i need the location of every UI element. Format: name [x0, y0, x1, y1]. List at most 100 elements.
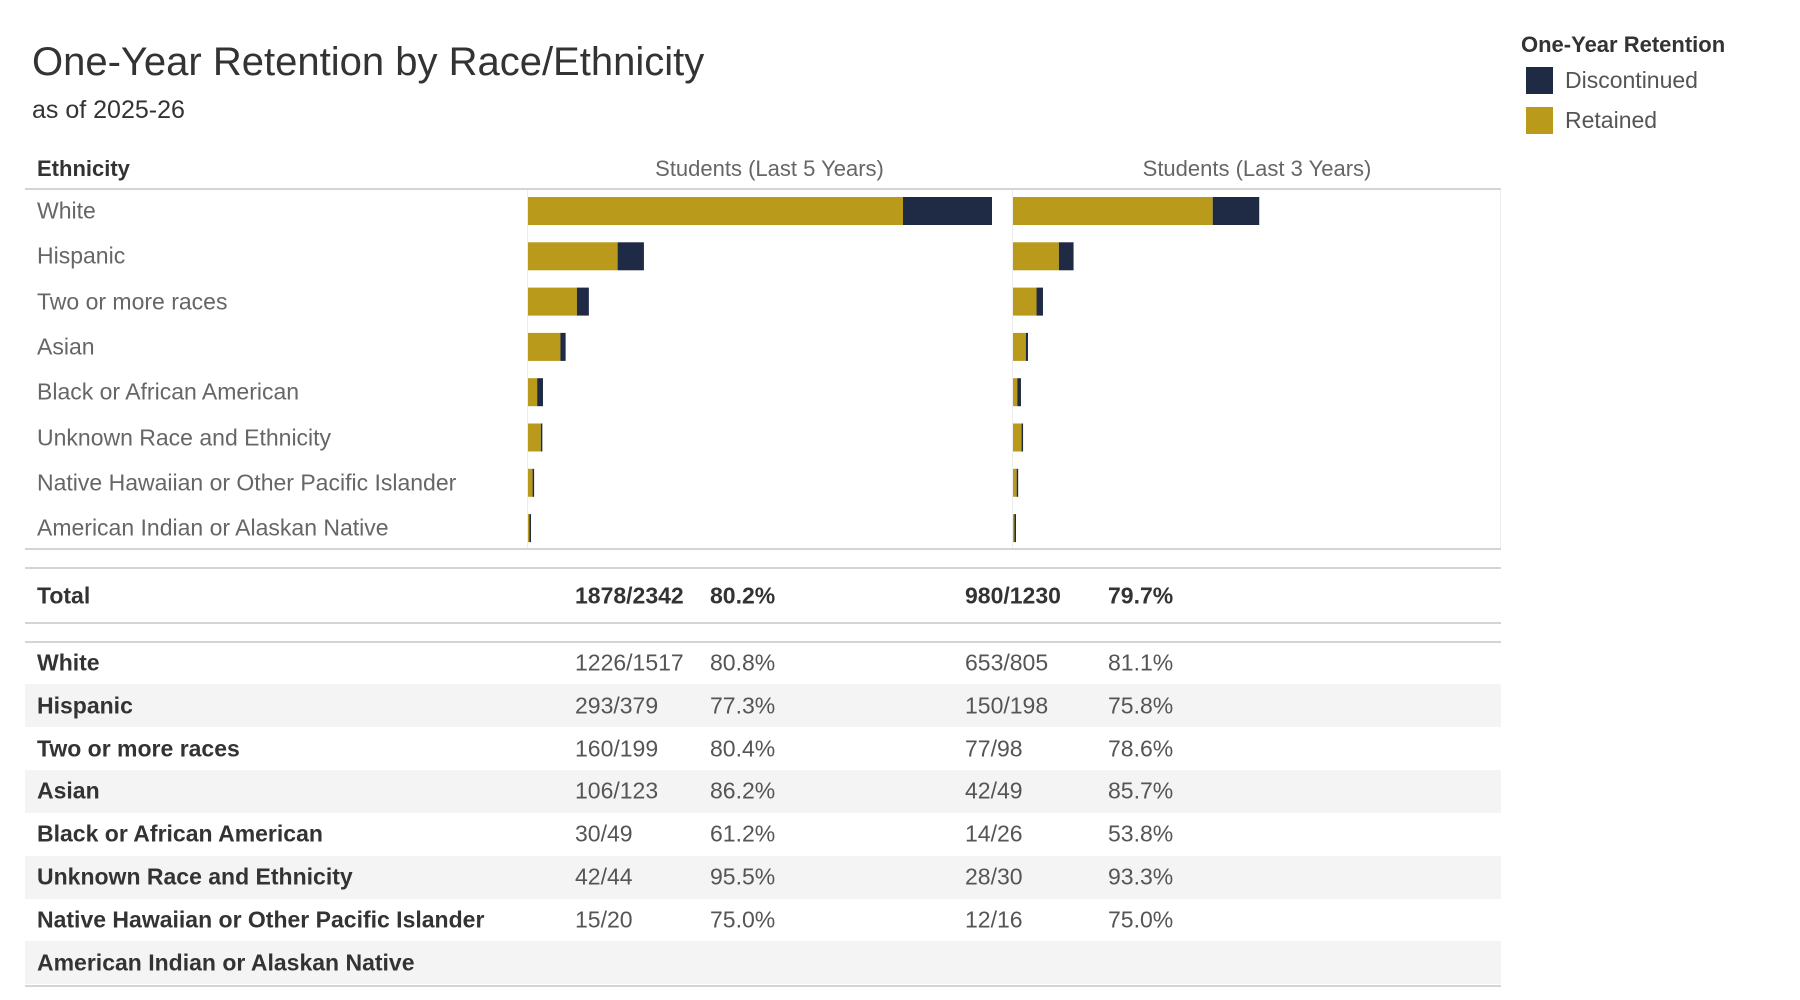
total-top-divider	[25, 567, 1501, 569]
page-subtitle: as of 2025-26	[32, 96, 185, 124]
frac-3yr: 14/26	[965, 820, 1023, 847]
frac-3yr: 42/49	[965, 777, 1023, 804]
bar-retained-5yr[interactable]	[528, 197, 903, 225]
ethnicity-header: Ethnicity	[37, 156, 130, 181]
pct-5yr: 61.2%	[710, 820, 776, 847]
bar-retained-5yr[interactable]	[528, 242, 618, 271]
frac-5yr: 30/49	[575, 820, 633, 847]
row-label: Native Hawaiian or Other Pacific Islande…	[37, 906, 485, 933]
bar-retained-3yr[interactable]	[1013, 423, 1022, 452]
bar-retained-5yr[interactable]	[528, 468, 533, 497]
page-title: One-Year Retention by Race/Ethnicity	[32, 40, 705, 84]
discontinued-swatch	[1526, 67, 1553, 94]
pct-5yr: 80.4%	[710, 735, 776, 762]
bar-retained-5yr[interactable]	[528, 423, 541, 452]
frac-5yr: 160/199	[575, 735, 659, 762]
category-label: American Indian or Alaskan Native	[37, 514, 389, 541]
row-background	[25, 684, 1501, 728]
bar-discontinued-3yr[interactable]	[1014, 514, 1017, 543]
bar-discontinued-3yr[interactable]	[1212, 197, 1260, 225]
row-label: Hispanic	[37, 692, 133, 719]
bar-discontinued-3yr[interactable]	[1058, 242, 1074, 271]
frac-3yr: 77/98	[965, 735, 1023, 762]
bar-discontinued-3yr[interactable]	[1017, 378, 1021, 407]
frac-3yr: 28/30	[965, 863, 1023, 890]
pct-3yr: 93.3%	[1108, 863, 1174, 890]
row-label: Asian	[37, 777, 100, 804]
pct-3yr: 78.6%	[1108, 735, 1174, 762]
pct-3yr: 75.0%	[1108, 906, 1174, 933]
bar-retained-3yr[interactable]	[1013, 468, 1017, 497]
bar-discontinued-5yr[interactable]	[537, 378, 543, 407]
panel-5yr-header: Students (Last 5 Years)	[655, 156, 884, 181]
category-label: Unknown Race and Ethnicity	[37, 424, 332, 450]
bar-retained-3yr[interactable]	[1013, 242, 1059, 271]
bar-discontinued-5yr[interactable]	[560, 332, 566, 361]
bar-retained-5yr[interactable]	[528, 287, 577, 316]
legend-title: One-Year Retention	[1521, 32, 1726, 57]
bar-retained-3yr[interactable]	[1013, 197, 1213, 225]
legend-item-retained[interactable]: Retained	[1526, 107, 1657, 134]
frac-3yr: 150/198	[965, 692, 1049, 719]
chart-bottom-divider	[25, 548, 1501, 550]
bar-discontinued-5yr[interactable]	[617, 242, 644, 271]
row-label: American Indian or Alaskan Native	[37, 949, 415, 976]
bar-retained-5yr[interactable]	[528, 514, 530, 543]
bar-discontinued-5yr[interactable]	[540, 423, 543, 452]
category-label: White	[37, 197, 96, 224]
panel-divider	[527, 190, 528, 549]
total-label: Total	[37, 582, 91, 609]
bar-discontinued-3yr[interactable]	[1016, 468, 1019, 497]
panel-divider	[1500, 190, 1501, 549]
category-label: Asian	[37, 333, 95, 360]
total-bottom-divider	[25, 622, 1501, 624]
header-divider	[25, 188, 1501, 190]
pct-5yr: 75.0%	[710, 906, 776, 933]
frac-5yr: 42/44	[575, 863, 633, 890]
row-background	[25, 941, 1501, 985]
total-frac-5yr: 1878/2342	[575, 582, 684, 609]
category-label: Two or more races	[37, 288, 228, 315]
pct-3yr: 85.7%	[1108, 777, 1174, 804]
frac-5yr: 106/123	[575, 777, 659, 804]
row-label: Black or African American	[37, 820, 323, 847]
legend-label: Retained	[1565, 107, 1658, 133]
frac-5yr: 293/379	[575, 692, 659, 719]
legend-item-discontinued[interactable]: Discontinued	[1526, 67, 1698, 94]
pct-3yr: 81.1%	[1108, 649, 1174, 676]
panel-3yr-header: Students (Last 3 Years)	[1142, 156, 1372, 181]
row-background	[25, 769, 1501, 813]
row-label: Two or more races	[37, 735, 240, 762]
bar-retained-3yr[interactable]	[1013, 332, 1026, 361]
total-pct-5yr: 80.2%	[710, 582, 776, 609]
category-label: Hispanic	[37, 242, 126, 269]
row-background	[25, 855, 1501, 899]
total-pct-3yr: 79.7%	[1108, 582, 1174, 609]
legend-label: Discontinued	[1565, 67, 1698, 93]
total-frac-3yr: 980/1230	[965, 582, 1061, 609]
bar-retained-3yr[interactable]	[1013, 287, 1037, 316]
bar-discontinued-3yr[interactable]	[1021, 423, 1024, 452]
bar-discontinued-5yr[interactable]	[902, 197, 992, 225]
bar-retained-3yr[interactable]	[1013, 378, 1018, 407]
pct-5yr: 86.2%	[710, 777, 776, 804]
bar-discontinued-5yr[interactable]	[529, 514, 532, 543]
bar-discontinued-5yr[interactable]	[576, 287, 589, 316]
retained-swatch	[1526, 107, 1553, 134]
bar-discontinued-5yr[interactable]	[532, 468, 535, 497]
pct-3yr: 75.8%	[1108, 692, 1174, 719]
bar-retained-3yr[interactable]	[1013, 514, 1015, 543]
category-label: Native Hawaiian or Other Pacific Islande…	[37, 469, 457, 496]
frac-3yr: 12/16	[965, 906, 1023, 933]
pct-5yr: 77.3%	[710, 692, 776, 719]
bar-retained-5yr[interactable]	[528, 378, 538, 407]
frac-3yr: 653/805	[965, 649, 1049, 676]
panel-divider	[1012, 190, 1013, 549]
row-label: Unknown Race and Ethnicity	[37, 863, 353, 890]
bar-retained-5yr[interactable]	[528, 332, 561, 361]
row-label: White	[37, 649, 100, 676]
bar-discontinued-3yr[interactable]	[1036, 287, 1043, 316]
table-top-divider	[25, 641, 1501, 643]
bar-discontinued-3yr[interactable]	[1025, 332, 1028, 361]
